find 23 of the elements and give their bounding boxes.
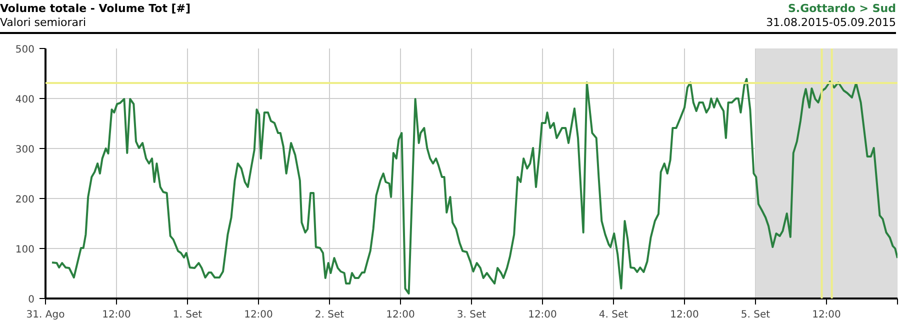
y-tick-label: 200 bbox=[15, 194, 35, 206]
x-tick-label: 12:00 bbox=[102, 310, 131, 320]
y-tick-label: 300 bbox=[15, 144, 35, 156]
y-tick-label: 500 bbox=[15, 44, 35, 56]
x-tick-label: 1. Set bbox=[172, 310, 202, 320]
y-tick-label: 100 bbox=[15, 244, 35, 256]
x-tick-label: 2. Set bbox=[314, 310, 344, 320]
x-tick-label: 12:00 bbox=[386, 310, 415, 320]
x-tick-label: 5. Set bbox=[740, 310, 770, 320]
chart-title: Volume totale - Volume Tot [#] bbox=[0, 2, 191, 16]
text: 31.08.2015-05.09.2015 bbox=[766, 16, 896, 30]
x-tick-label: 12:00 bbox=[670, 310, 699, 320]
text: S.Gottardo > Sud bbox=[787, 2, 896, 16]
x-tick-label: 12:00 bbox=[812, 310, 841, 320]
y-tick-label: 0 bbox=[28, 294, 35, 306]
chart-subtitle: Valori semiorari bbox=[0, 16, 88, 30]
x-tick-label: 12:00 bbox=[528, 310, 557, 320]
x-tick-label: 3. Set bbox=[456, 310, 486, 320]
line-series bbox=[51, 78, 898, 294]
x-tick-label: 31. Ago bbox=[26, 310, 65, 320]
x-tick-label: 4. Set bbox=[598, 310, 628, 320]
y-tick-label: 400 bbox=[15, 94, 35, 106]
x-tick-label: 12:00 bbox=[244, 310, 273, 320]
